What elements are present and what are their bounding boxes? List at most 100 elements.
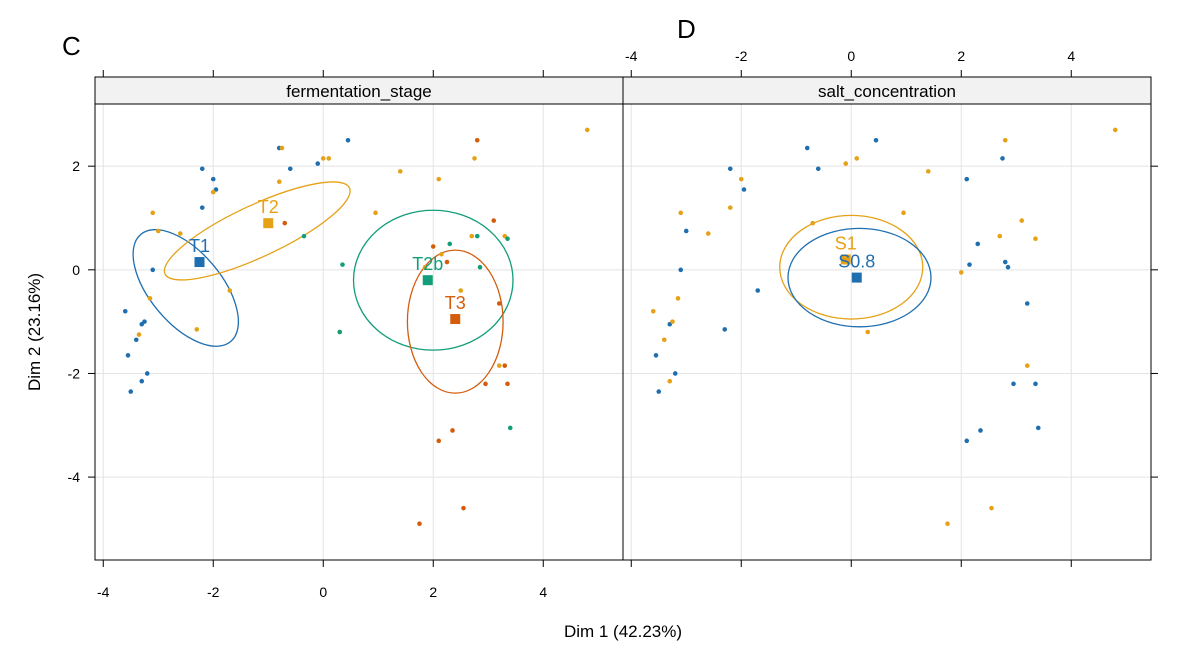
data-point — [139, 378, 145, 384]
data-point — [804, 145, 810, 151]
x-axis-title: Dim 1 (42.23%) — [564, 622, 682, 641]
data-point — [1019, 218, 1025, 223]
x-tick-label-bottom: 2 — [429, 584, 437, 600]
data-point — [865, 329, 871, 335]
data-point — [683, 228, 689, 234]
data-point — [945, 521, 950, 527]
data-point — [199, 166, 205, 172]
data-point — [282, 220, 288, 226]
data-point — [722, 327, 728, 332]
centroid-label-S1: S1 — [835, 233, 857, 253]
data-point — [147, 296, 153, 301]
data-point — [491, 218, 497, 223]
y-axis-title: Dim 2 (23.16%) — [25, 273, 44, 391]
data-point — [417, 521, 422, 527]
data-point — [505, 381, 510, 387]
data-point — [373, 210, 378, 216]
data-point — [458, 288, 464, 293]
data-point — [461, 505, 466, 511]
data-point — [964, 438, 970, 444]
data-point — [150, 267, 156, 273]
data-point — [678, 267, 684, 273]
confidence-ellipse-T2b — [352, 209, 514, 351]
data-point — [964, 176, 970, 182]
confidence-ellipse-T2 — [163, 181, 351, 281]
data-point — [125, 353, 131, 358]
data-point — [502, 363, 508, 368]
data-point — [678, 210, 684, 216]
y-tick-label-left: 2 — [72, 158, 80, 174]
x-tick-label-top: -2 — [735, 48, 748, 64]
x-tick-label-bottom: 4 — [539, 584, 547, 600]
y-tick-label-left: 0 — [72, 262, 80, 278]
data-point — [340, 262, 345, 267]
data-point — [474, 233, 480, 239]
data-point — [337, 329, 343, 335]
data-point — [507, 425, 513, 431]
data-point — [133, 337, 139, 343]
data-point — [656, 389, 662, 394]
data-point — [136, 332, 142, 337]
panel-frame — [94, 103, 624, 561]
centroid-marker-T3 — [450, 314, 461, 325]
data-point — [810, 220, 816, 226]
data-point — [705, 231, 711, 236]
data-point — [815, 166, 821, 172]
strip-label: salt_concentration — [818, 82, 956, 101]
data-point — [755, 288, 761, 293]
data-point — [422, 264, 428, 270]
data-point — [194, 327, 200, 332]
data-point — [672, 371, 678, 376]
data-point — [1112, 127, 1118, 133]
data-point — [873, 137, 879, 143]
centroid-marker-T2b — [422, 275, 433, 286]
data-point — [210, 176, 216, 182]
data-point — [177, 231, 183, 236]
data-point — [469, 233, 475, 239]
data-point — [661, 337, 667, 343]
panel-letter-d: D — [677, 14, 696, 44]
data-point — [142, 319, 147, 324]
data-point — [727, 166, 733, 172]
x-tick-label-top: 4 — [1067, 48, 1075, 64]
data-point — [128, 389, 134, 394]
data-point — [584, 127, 590, 133]
centroid-label-S0.8: S0.8 — [838, 252, 875, 272]
x-tick-label-bottom: 0 — [319, 584, 327, 600]
data-point — [670, 319, 675, 324]
data-point — [496, 363, 502, 368]
data-point — [155, 228, 161, 234]
data-point — [1024, 363, 1030, 368]
confidence-ellipse-S0.8 — [787, 227, 932, 328]
data-point — [472, 156, 477, 161]
data-point — [144, 371, 150, 376]
centroid-marker-S1 — [840, 254, 851, 265]
data-point — [741, 187, 747, 192]
data-point — [727, 205, 733, 210]
data-point — [967, 262, 972, 267]
confidence-ellipse-S1 — [779, 214, 924, 320]
data-point — [450, 428, 455, 433]
data-point — [1002, 259, 1008, 265]
y-tick-label-left: -2 — [68, 365, 81, 381]
data-point — [1033, 236, 1038, 242]
data-point — [430, 244, 436, 249]
data-point — [483, 381, 488, 387]
data-point — [650, 308, 656, 314]
centroid-label-T2: T2 — [258, 197, 279, 217]
data-point — [843, 161, 849, 166]
data-point — [1033, 381, 1038, 387]
data-point — [315, 161, 321, 166]
data-point — [1002, 137, 1008, 143]
centroid-marker-T2 — [263, 218, 274, 229]
data-point — [150, 210, 156, 216]
data-point — [738, 176, 744, 182]
panel-letter-c: C — [62, 31, 81, 61]
data-point — [301, 233, 307, 239]
data-point — [276, 179, 282, 185]
data-point — [287, 166, 293, 172]
data-point — [122, 308, 128, 314]
